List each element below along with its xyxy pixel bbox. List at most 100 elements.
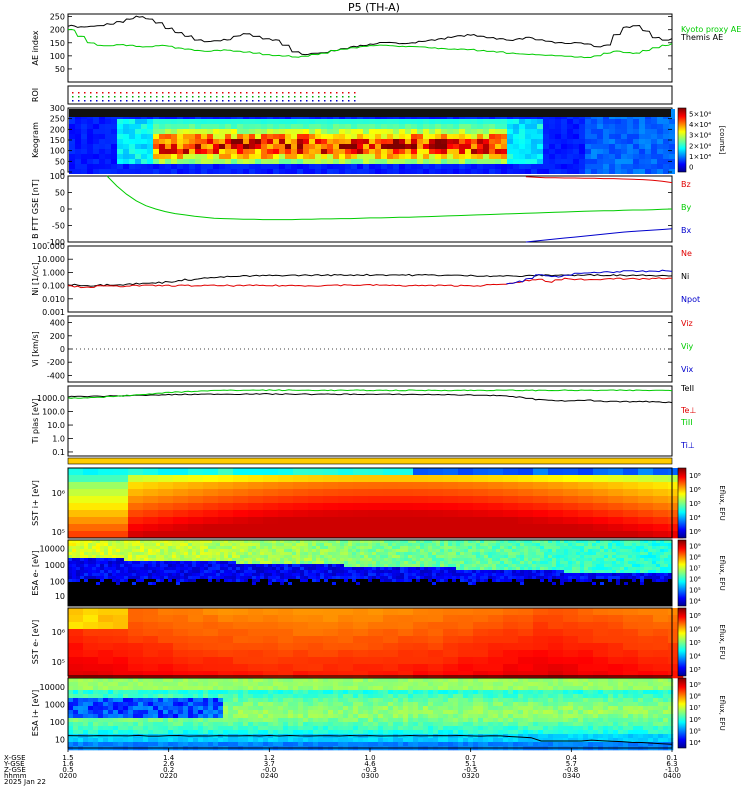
spectrogram-pixel <box>460 588 465 592</box>
spectrogram-pixel <box>288 597 293 601</box>
keogram-pixel <box>435 134 441 139</box>
spectrogram-pixel <box>92 552 97 556</box>
spectrogram-pixel <box>623 531 639 539</box>
keogram-pixel <box>177 149 183 154</box>
spectrogram-pixel <box>520 546 525 550</box>
spectrogram-pixel <box>436 564 441 568</box>
spectrogram-pixel <box>420 582 425 586</box>
spectrogram-pixel <box>324 564 329 568</box>
spectrogram-pixel <box>424 594 429 598</box>
roi-dot <box>204 96 206 98</box>
spectrogram-pixel <box>503 482 519 490</box>
spectrogram-pixel <box>488 475 504 483</box>
spectrogram-pixel <box>80 600 85 604</box>
spectrogram-pixel <box>356 573 361 577</box>
spectrogram-pixel <box>204 600 209 604</box>
spectrogram-pixel <box>312 579 317 583</box>
keogram-pixel <box>387 129 393 134</box>
keogram-pixel <box>303 129 309 134</box>
keogram-pixel <box>147 144 153 149</box>
spectrogram-pixel <box>428 549 433 553</box>
spectrogram-pixel <box>336 591 341 595</box>
spectrogram-pixel <box>104 585 109 589</box>
keogram-pixel <box>471 119 477 124</box>
spectrogram-pixel <box>428 517 444 525</box>
spectrogram-pixel <box>220 561 225 565</box>
keogram-pixel <box>165 139 171 144</box>
spectrogram-pixel <box>480 600 485 604</box>
keogram-pixel <box>255 159 261 164</box>
spectrogram-pixel <box>458 531 474 539</box>
keogram-pixel <box>507 129 513 134</box>
spectrogram-pixel <box>336 552 341 556</box>
spectrogram-pixel <box>504 600 509 604</box>
spectrogram-pixel <box>392 549 397 553</box>
spectrogram-pixel <box>128 503 144 511</box>
spectrogram-pixel <box>120 543 125 547</box>
spectrogram-pixel <box>188 585 193 589</box>
spectrogram-pixel <box>216 558 221 562</box>
spectrogram-pixel <box>308 546 313 550</box>
spectrogram-pixel <box>208 555 213 559</box>
spectrogram-pixel <box>580 582 585 586</box>
spectrogram-pixel <box>268 540 273 544</box>
keogram-pixel <box>471 159 477 164</box>
spectrogram-pixel <box>336 570 341 574</box>
spectrogram-pixel <box>592 549 597 553</box>
spectrogram-pixel <box>272 555 277 559</box>
spectrogram-pixel <box>556 597 561 601</box>
keogram-pixel <box>345 119 351 124</box>
spectrogram-pixel <box>320 564 325 568</box>
keogram-pixel <box>645 134 651 139</box>
spectrogram-pixel <box>276 573 281 577</box>
spectrogram-pixel <box>376 594 381 598</box>
spectrogram-pixel <box>432 561 437 565</box>
spectrogram-pixel <box>296 558 301 562</box>
spectrogram-pixel <box>556 570 561 574</box>
keogram-pixel <box>639 119 645 124</box>
keogram-pixel <box>195 154 201 159</box>
keogram-pixel <box>255 119 261 124</box>
keogram-pixel <box>261 164 267 169</box>
keogram-pixel <box>669 129 675 134</box>
spectrogram-pixel <box>432 585 437 589</box>
keogram-pixel <box>483 164 489 169</box>
spectrogram-pixel <box>380 558 385 562</box>
spectrogram-pixel <box>416 540 421 544</box>
spectrogram-pixel <box>96 543 101 547</box>
spectrogram-pixel <box>284 552 289 556</box>
spectrogram-pixel <box>312 546 317 550</box>
spectrogram-pixel <box>143 531 159 539</box>
spectrogram-pixel <box>503 489 519 497</box>
spectrogram-pixel <box>240 582 245 586</box>
spectrogram-pixel <box>348 540 353 544</box>
spectrogram-pixel <box>464 579 469 583</box>
ytick-label-keogram: 50 <box>55 157 65 166</box>
ytick-label-keogram: 0 <box>60 168 65 177</box>
keogram-pixel <box>183 124 189 129</box>
spectrogram-pixel <box>593 531 609 539</box>
keogram-pixel <box>255 124 261 129</box>
spectrogram-pixel <box>476 549 481 553</box>
spectrogram-pixel <box>448 591 453 595</box>
spectrogram-pixel <box>576 597 581 601</box>
spectrogram-pixel <box>68 524 84 532</box>
spectrogram-pixel <box>593 510 609 518</box>
spectrogram-pixel <box>120 564 125 568</box>
spectrogram-pixel <box>444 573 449 577</box>
spectrogram-pixel <box>152 588 157 592</box>
spectrogram-pixel <box>188 582 193 586</box>
spectrogram-pixel <box>488 552 493 556</box>
spectrogram-pixel <box>136 567 141 571</box>
spectrogram-pixel <box>204 540 209 544</box>
spectrogram-pixel <box>160 546 165 550</box>
keogram-pixel <box>105 124 111 129</box>
spectrogram-pixel <box>328 594 333 598</box>
spectrogram-pixel <box>176 579 181 583</box>
spectrogram-pixel <box>383 489 399 497</box>
spectrogram-pixel <box>593 482 609 490</box>
spectrogram-pixel <box>533 489 549 497</box>
keogram-pixel <box>339 134 345 139</box>
spectrogram-pixel <box>83 531 99 539</box>
spectrogram-pixel <box>248 600 253 604</box>
